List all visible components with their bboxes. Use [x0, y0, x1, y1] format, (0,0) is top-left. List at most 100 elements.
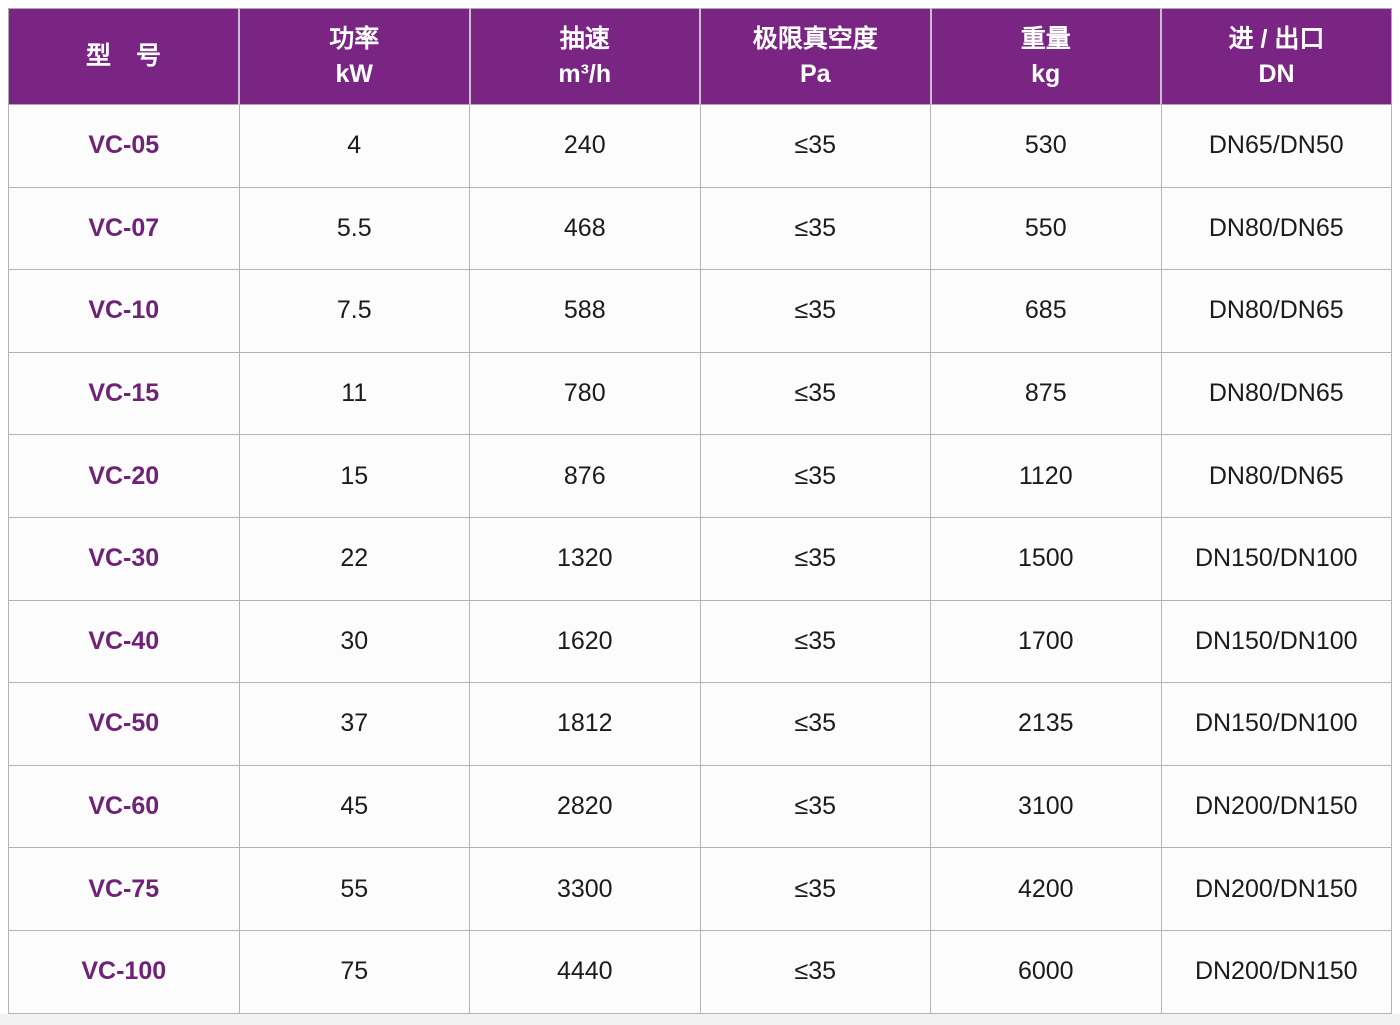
- table-body: VC-05 4 240 ≤35 530 DN65/DN50 VC-07 5.5 468 ≤35 55…: [8, 104, 1392, 1014]
- cell-model: VC-20: [8, 434, 240, 518]
- column-header-line2: kW: [335, 59, 374, 88]
- cell-vacuum: ≤35: [699, 599, 931, 684]
- cell-port: DN200/DN150: [1160, 929, 1392, 1014]
- cell-weight: 1120: [930, 434, 1162, 518]
- cell-speed: 240: [469, 104, 701, 188]
- cell-speed: 2820: [469, 764, 701, 849]
- column-header-line2: Pa: [799, 59, 831, 88]
- cell-port: DN65/DN50: [1160, 104, 1392, 188]
- cell-vacuum: ≤35: [699, 682, 931, 766]
- cell-model: VC-10: [8, 269, 240, 353]
- cell-power: 75: [238, 929, 470, 1014]
- cell-port: DN200/DN150: [1160, 764, 1392, 849]
- cell-vacuum: ≤35: [699, 269, 931, 353]
- table-row: VC-100 75 4440 ≤35 6000 DN200/DN150: [8, 929, 1392, 1014]
- cell-power: 11: [238, 351, 470, 436]
- cell-port: DN80/DN65: [1160, 269, 1392, 353]
- column-header-vacuum: 极限真空度 Pa: [700, 8, 932, 105]
- column-header-model: 型 号: [8, 8, 240, 105]
- table-row: VC-20 15 876 ≤35 1120 DN80/DN65: [8, 434, 1392, 518]
- cell-weight: 875: [930, 351, 1162, 436]
- cell-power: 55: [238, 847, 470, 931]
- cell-port: DN80/DN65: [1160, 434, 1392, 518]
- table-row: VC-50 37 1812 ≤35 2135 DN150/DN100: [8, 682, 1392, 766]
- cell-power: 37: [238, 682, 470, 766]
- column-header-line1: 型 号: [85, 42, 161, 71]
- column-header-line1: 极限真空度: [752, 25, 878, 53]
- cell-vacuum: ≤35: [699, 351, 931, 436]
- cell-weight: 3100: [930, 764, 1162, 849]
- cell-weight: 4200: [930, 847, 1162, 931]
- cell-speed: 876: [469, 434, 701, 518]
- column-header-line1: 功率: [329, 25, 380, 53]
- cell-port: DN200/DN150: [1160, 847, 1392, 931]
- cell-speed: 780: [469, 351, 701, 436]
- bottom-margin-strip: [0, 1014, 1400, 1025]
- column-header-line1: 抽速: [559, 25, 610, 53]
- cell-weight: 550: [930, 186, 1162, 271]
- cell-speed: 4440: [469, 929, 701, 1014]
- cell-port: DN150/DN100: [1160, 682, 1392, 766]
- table-row: VC-10 7.5 588 ≤35 685 DN80/DN65: [8, 269, 1392, 353]
- cell-port: DN80/DN65: [1160, 186, 1392, 271]
- column-header-line1: 进 / 出口: [1228, 25, 1325, 53]
- table-row: VC-40 30 1620 ≤35 1700 DN150/DN100: [8, 599, 1392, 684]
- cell-speed: 1620: [469, 599, 701, 684]
- cell-model: VC-05: [8, 104, 240, 188]
- table-header: 型 号 功率 kW 抽速 m³/h 极限真空度 Pa 重量 kg 进 / 出口 DN: [8, 8, 1392, 105]
- cell-port: DN80/DN65: [1160, 351, 1392, 436]
- cell-weight: 530: [930, 104, 1162, 188]
- column-header-line2: kg: [1031, 59, 1061, 88]
- cell-weight: 1500: [930, 516, 1162, 601]
- cell-power: 7.5: [238, 269, 470, 353]
- cell-vacuum: ≤35: [699, 186, 931, 271]
- table-row: VC-30 22 1320 ≤35 1500 DN150/DN100: [8, 516, 1392, 601]
- cell-power: 30: [238, 599, 470, 684]
- cell-model: VC-60: [8, 764, 240, 849]
- cell-speed: 1812: [469, 682, 701, 766]
- cell-weight: 2135: [930, 682, 1162, 766]
- cell-port: DN150/DN100: [1160, 599, 1392, 684]
- cell-power: 4: [238, 104, 470, 188]
- table-header-row: 型 号 功率 kW 抽速 m³/h 极限真空度 Pa 重量 kg 进 / 出口 DN: [8, 8, 1392, 105]
- cell-vacuum: ≤35: [699, 847, 931, 931]
- cell-speed: 588: [469, 269, 701, 353]
- column-header-line2: DN: [1258, 59, 1295, 88]
- cell-weight: 685: [930, 269, 1162, 353]
- cell-model: VC-40: [8, 599, 240, 684]
- product-spec-table: 型 号功率 kW 抽速 m³/h 极限真空度 Pa 重量 kg 进 / 出口 DN VC-05 4 2…: [8, 8, 1392, 1014]
- cell-model: VC-50: [8, 682, 240, 766]
- cell-power: 5.5: [238, 186, 470, 271]
- cell-port: DN150/DN100: [1160, 516, 1392, 601]
- column-header-power: 功率 kW: [239, 8, 471, 105]
- cell-speed: 1320: [469, 516, 701, 601]
- cell-power: 45: [238, 764, 470, 849]
- column-header-weight: 重量 kg: [930, 8, 1162, 105]
- cell-weight: 1700: [930, 599, 1162, 684]
- cell-model: VC-07: [8, 186, 240, 271]
- cell-model: VC-100: [8, 929, 240, 1014]
- column-header-line1: 重量: [1020, 25, 1071, 53]
- cell-speed: 3300: [469, 847, 701, 931]
- cell-power: 15: [238, 434, 470, 518]
- cell-vacuum: ≤35: [699, 104, 931, 188]
- cell-vacuum: ≤35: [699, 516, 931, 601]
- table-row: VC-07 5.5 468 ≤35 550 DN80/DN65: [8, 186, 1392, 271]
- cell-model: VC-15: [8, 351, 240, 436]
- column-header-port: 进 / 出口 DN: [1161, 8, 1392, 105]
- table-row: VC-75 55 3300 ≤35 4200 DN200/DN150: [8, 847, 1392, 931]
- cell-speed: 468: [469, 186, 701, 271]
- cell-vacuum: ≤35: [699, 929, 931, 1014]
- cell-weight: 6000: [930, 929, 1162, 1014]
- cell-vacuum: ≤35: [699, 434, 931, 518]
- table-row: VC-05 4 240 ≤35 530 DN65/DN50: [8, 104, 1392, 188]
- cell-model: VC-75: [8, 847, 240, 931]
- table-row: VC-15 11 780 ≤35 875 DN80/DN65: [8, 351, 1392, 436]
- cell-power: 22: [238, 516, 470, 601]
- cell-model: VC-30: [8, 516, 240, 601]
- cell-vacuum: ≤35: [699, 764, 931, 849]
- column-header-line2: m³/h: [558, 59, 612, 88]
- column-header-speed: 抽速 m³/h: [469, 8, 701, 105]
- table-row: VC-60 45 2820 ≤35 3100 DN200/DN150: [8, 764, 1392, 849]
